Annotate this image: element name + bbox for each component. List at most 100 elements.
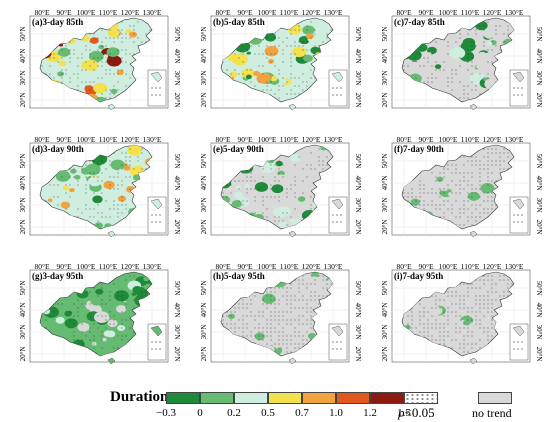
trend-patch bbox=[297, 196, 306, 202]
significance-dot bbox=[278, 73, 280, 75]
significance-dot bbox=[101, 61, 103, 63]
significance-dot bbox=[419, 200, 421, 202]
y-tick-label-right: 30°N bbox=[535, 71, 543, 86]
significance-dot bbox=[459, 347, 461, 349]
significance-dot bbox=[113, 208, 115, 210]
trend-patch bbox=[55, 316, 65, 324]
inset-island bbox=[159, 214, 161, 216]
trend-patch bbox=[403, 312, 414, 321]
legend-swatch bbox=[200, 392, 234, 404]
significance-dot bbox=[499, 168, 501, 170]
trend-patch bbox=[89, 72, 103, 83]
significance-dot bbox=[439, 196, 441, 198]
y-tick-label-left: 40°N bbox=[381, 49, 389, 64]
significance-dot bbox=[101, 160, 103, 162]
significance-dot bbox=[262, 196, 264, 198]
significance-dot bbox=[282, 295, 284, 297]
significance-dot bbox=[326, 164, 328, 166]
significance-dot bbox=[129, 164, 131, 166]
significance-dot bbox=[77, 307, 79, 309]
trend-patch bbox=[88, 50, 104, 62]
significance-dot bbox=[266, 81, 268, 83]
trend-patch bbox=[272, 201, 279, 207]
significance-dot bbox=[302, 335, 304, 337]
significance-dot bbox=[467, 335, 469, 337]
x-tick-label: 130°E bbox=[324, 10, 343, 17]
significance-dot bbox=[451, 339, 453, 341]
significance-dot bbox=[435, 307, 437, 309]
trend-patch bbox=[270, 76, 278, 82]
map-svg: 80°E 90°E 100°E 110°E 120°E 130°E20°N 20°N30°N… bbox=[381, 264, 543, 365]
inset-island bbox=[517, 221, 519, 223]
significance-dot bbox=[495, 152, 497, 154]
significance-dot bbox=[230, 311, 232, 313]
significance-dot bbox=[290, 45, 292, 47]
significance-dot bbox=[415, 77, 417, 79]
significance-dot bbox=[274, 176, 276, 178]
inset-island bbox=[517, 341, 519, 343]
significance-dot bbox=[431, 53, 433, 55]
significance-dot bbox=[491, 152, 493, 154]
significance-dot bbox=[230, 192, 232, 194]
inset-island bbox=[517, 94, 519, 96]
trend-patch bbox=[103, 180, 115, 190]
significance-dot bbox=[447, 311, 449, 313]
significance-dot bbox=[89, 81, 91, 83]
significance-dot bbox=[479, 176, 481, 178]
significance-dot bbox=[419, 311, 421, 313]
significance-dot bbox=[479, 172, 481, 174]
significance-dot bbox=[250, 331, 252, 333]
significance-dot bbox=[129, 319, 131, 321]
significance-dot bbox=[45, 327, 47, 329]
significance-dot bbox=[133, 331, 135, 333]
significance-dot bbox=[97, 315, 99, 317]
significance-dot bbox=[483, 29, 485, 31]
significance-dot bbox=[149, 29, 151, 31]
inset-island bbox=[151, 214, 153, 216]
significance-dot bbox=[85, 208, 87, 210]
significance-dot bbox=[121, 69, 123, 71]
significance-dot bbox=[109, 323, 111, 325]
trend-patch bbox=[64, 318, 78, 329]
significance-dot bbox=[479, 180, 481, 182]
y-tick-label-right: 20°N bbox=[535, 93, 543, 108]
significance-dot bbox=[278, 89, 280, 91]
significance-dot bbox=[322, 279, 324, 281]
inset-coast bbox=[331, 325, 344, 337]
significance-dot bbox=[467, 160, 469, 162]
significance-dot bbox=[129, 37, 131, 39]
significance-dot bbox=[503, 152, 505, 154]
inset-island bbox=[521, 214, 523, 216]
trend-patch bbox=[117, 324, 126, 331]
significance-dot bbox=[427, 327, 429, 329]
significance-dot bbox=[262, 311, 264, 313]
trend-patch bbox=[243, 316, 255, 325]
significance-dot bbox=[290, 283, 292, 285]
significance-dot bbox=[475, 156, 477, 158]
significance-dot bbox=[101, 315, 103, 317]
inset-island bbox=[151, 94, 153, 96]
significance-dot bbox=[262, 303, 264, 305]
significance-dot bbox=[427, 81, 429, 83]
significance-dot bbox=[93, 81, 95, 83]
significance-dot bbox=[81, 323, 83, 325]
significance-dot bbox=[278, 37, 280, 39]
significance-dot bbox=[471, 65, 473, 67]
significance-dot bbox=[117, 176, 119, 178]
trend-patch bbox=[123, 165, 131, 171]
significance-dot bbox=[459, 180, 461, 182]
legend-tick: 0.7 bbox=[295, 407, 309, 419]
significance-dot bbox=[491, 148, 493, 150]
significance-dot bbox=[266, 291, 268, 293]
significance-dot bbox=[439, 343, 441, 345]
significance-dot bbox=[423, 200, 425, 202]
significance-dot bbox=[483, 307, 485, 309]
significance-dot bbox=[294, 184, 296, 186]
significance-dot bbox=[101, 212, 103, 214]
significance-dot bbox=[57, 184, 59, 186]
significance-dot bbox=[286, 347, 288, 349]
significance-dot bbox=[121, 335, 123, 337]
significance-dot bbox=[314, 168, 316, 170]
significance-dot bbox=[479, 307, 481, 309]
significance-dot bbox=[262, 331, 264, 333]
